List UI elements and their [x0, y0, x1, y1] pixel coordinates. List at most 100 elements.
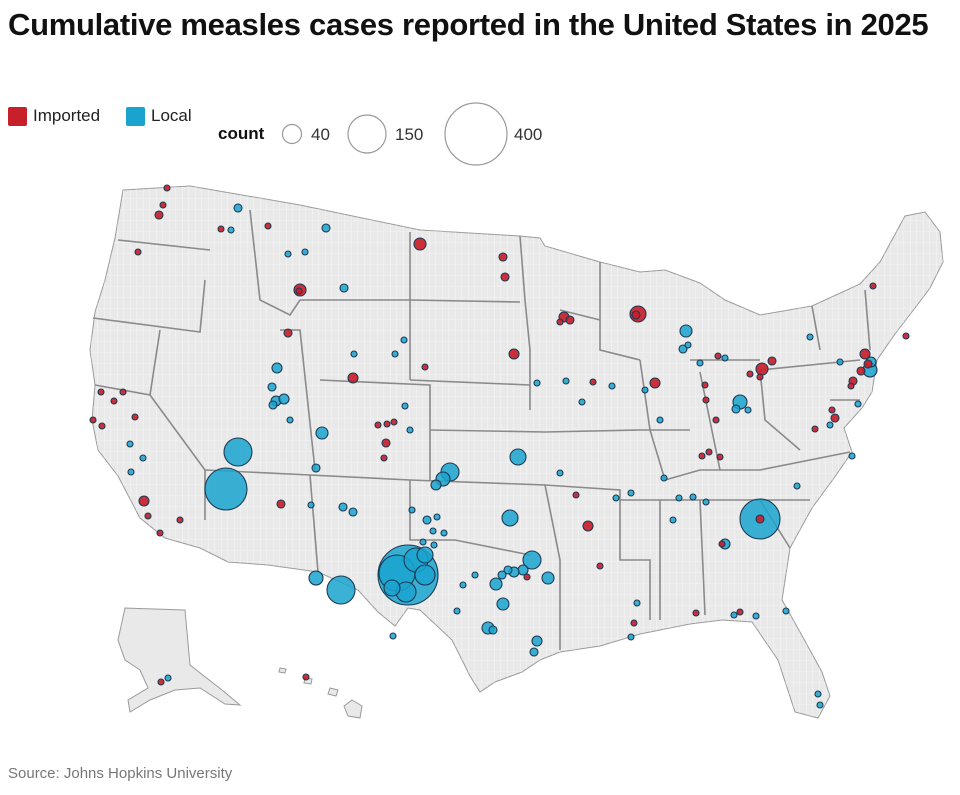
imported-case-marker[interactable]	[159, 201, 167, 209]
imported-case-marker[interactable]	[692, 609, 700, 617]
local-case-marker[interactable]	[422, 515, 432, 525]
local-case-marker[interactable]	[752, 612, 760, 620]
imported-case-marker[interactable]	[500, 272, 510, 282]
imported-case-marker[interactable]	[565, 315, 575, 325]
imported-case-marker[interactable]	[523, 573, 531, 581]
imported-case-marker[interactable]	[856, 366, 866, 376]
local-case-marker[interactable]	[408, 506, 416, 514]
local-case-marker[interactable]	[471, 571, 479, 579]
local-case-marker[interactable]	[627, 633, 635, 641]
imported-case-marker[interactable]	[97, 388, 105, 396]
imported-case-marker[interactable]	[347, 372, 359, 384]
local-case-marker[interactable]	[315, 426, 329, 440]
local-case-marker[interactable]	[656, 416, 664, 424]
local-case-marker[interactable]	[429, 527, 437, 535]
imported-case-marker[interactable]	[163, 184, 171, 192]
imported-case-marker[interactable]	[811, 425, 819, 433]
local-case-marker[interactable]	[400, 336, 408, 344]
local-case-marker[interactable]	[459, 581, 467, 589]
local-case-marker[interactable]	[854, 400, 862, 408]
local-case-marker[interactable]	[578, 398, 586, 406]
imported-case-marker[interactable]	[718, 540, 726, 548]
local-case-marker[interactable]	[627, 489, 635, 497]
imported-case-marker[interactable]	[582, 520, 594, 532]
imported-case-marker[interactable]	[631, 310, 641, 320]
local-case-marker[interactable]	[338, 502, 348, 512]
imported-case-marker[interactable]	[756, 373, 764, 381]
imported-case-marker[interactable]	[217, 225, 225, 233]
imported-case-marker[interactable]	[828, 406, 836, 414]
local-case-marker[interactable]	[806, 333, 814, 341]
local-case-marker[interactable]	[633, 599, 641, 607]
local-case-marker[interactable]	[684, 341, 692, 349]
local-case-marker[interactable]	[440, 529, 448, 537]
imported-case-marker[interactable]	[767, 356, 777, 366]
imported-case-marker[interactable]	[264, 222, 272, 230]
imported-case-marker[interactable]	[154, 210, 164, 220]
local-case-marker[interactable]	[204, 467, 248, 511]
imported-case-marker[interactable]	[498, 252, 508, 262]
local-case-marker[interactable]	[326, 575, 356, 605]
imported-case-marker[interactable]	[381, 438, 391, 448]
local-case-marker[interactable]	[383, 579, 401, 597]
local-case-marker[interactable]	[453, 607, 461, 615]
local-case-marker[interactable]	[227, 226, 235, 234]
local-case-marker[interactable]	[678, 344, 688, 354]
local-case-marker[interactable]	[430, 479, 442, 491]
local-case-marker[interactable]	[660, 474, 668, 482]
imported-case-marker[interactable]	[859, 348, 871, 360]
local-case-marker[interactable]	[730, 611, 738, 619]
imported-case-marker[interactable]	[157, 678, 165, 686]
imported-case-marker[interactable]	[119, 388, 127, 396]
local-case-marker[interactable]	[669, 516, 677, 524]
local-case-marker[interactable]	[826, 421, 834, 429]
local-case-marker[interactable]	[348, 507, 358, 517]
imported-case-marker[interactable]	[421, 363, 429, 371]
imported-case-marker[interactable]	[374, 421, 382, 429]
local-case-marker[interactable]	[433, 513, 441, 521]
local-case-marker[interactable]	[127, 468, 135, 476]
imported-case-marker[interactable]	[649, 377, 661, 389]
imported-case-marker[interactable]	[746, 370, 754, 378]
local-case-marker[interactable]	[556, 469, 564, 477]
imported-case-marker[interactable]	[176, 516, 184, 524]
local-case-marker[interactable]	[307, 501, 315, 509]
local-case-marker[interactable]	[414, 564, 436, 586]
local-case-marker[interactable]	[814, 690, 822, 698]
imported-case-marker[interactable]	[98, 422, 106, 430]
local-case-marker[interactable]	[836, 358, 844, 366]
imported-case-marker[interactable]	[716, 453, 724, 461]
imported-case-marker[interactable]	[705, 448, 713, 456]
local-case-marker[interactable]	[848, 452, 856, 460]
local-case-marker[interactable]	[311, 463, 321, 473]
local-case-marker[interactable]	[406, 426, 414, 434]
local-case-marker[interactable]	[541, 571, 555, 585]
local-case-marker[interactable]	[267, 382, 277, 392]
local-case-marker[interactable]	[496, 597, 510, 611]
local-case-marker[interactable]	[641, 386, 649, 394]
imported-case-marker[interactable]	[144, 512, 152, 520]
imported-case-marker[interactable]	[596, 562, 604, 570]
imported-case-marker[interactable]	[902, 332, 910, 340]
imported-case-marker[interactable]	[830, 413, 840, 423]
imported-case-marker[interactable]	[131, 413, 139, 421]
legend-local[interactable]: Local	[126, 106, 192, 126]
imported-case-marker[interactable]	[630, 619, 638, 627]
local-case-marker[interactable]	[782, 607, 790, 615]
local-case-marker[interactable]	[533, 379, 541, 387]
local-case-marker[interactable]	[321, 223, 331, 233]
imported-case-marker[interactable]	[283, 328, 293, 338]
local-case-marker[interactable]	[350, 350, 358, 358]
imported-case-marker[interactable]	[712, 416, 720, 424]
local-case-marker[interactable]	[139, 454, 147, 462]
local-case-marker[interactable]	[401, 402, 409, 410]
imported-case-marker[interactable]	[736, 608, 744, 616]
imported-case-marker[interactable]	[702, 396, 710, 404]
local-case-marker[interactable]	[308, 570, 324, 586]
local-case-marker[interactable]	[339, 283, 349, 293]
local-case-marker[interactable]	[278, 393, 290, 405]
local-case-marker[interactable]	[301, 248, 309, 256]
local-case-marker[interactable]	[522, 550, 542, 570]
imported-case-marker[interactable]	[698, 452, 706, 460]
local-case-marker[interactable]	[268, 400, 278, 410]
